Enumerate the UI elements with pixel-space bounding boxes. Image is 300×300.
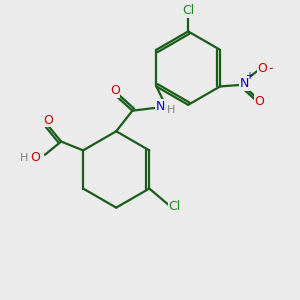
Text: O: O [255,95,265,108]
Text: O: O [258,62,268,75]
Text: O: O [110,84,120,97]
Text: H: H [20,153,28,163]
Text: O: O [43,114,53,127]
Text: N: N [156,100,165,113]
Text: H: H [167,105,175,115]
Text: -: - [268,62,273,75]
Text: Cl: Cl [182,4,194,17]
Text: N: N [240,77,249,90]
Text: O: O [30,151,40,164]
Text: +: + [245,71,253,81]
Text: Cl: Cl [169,200,181,213]
